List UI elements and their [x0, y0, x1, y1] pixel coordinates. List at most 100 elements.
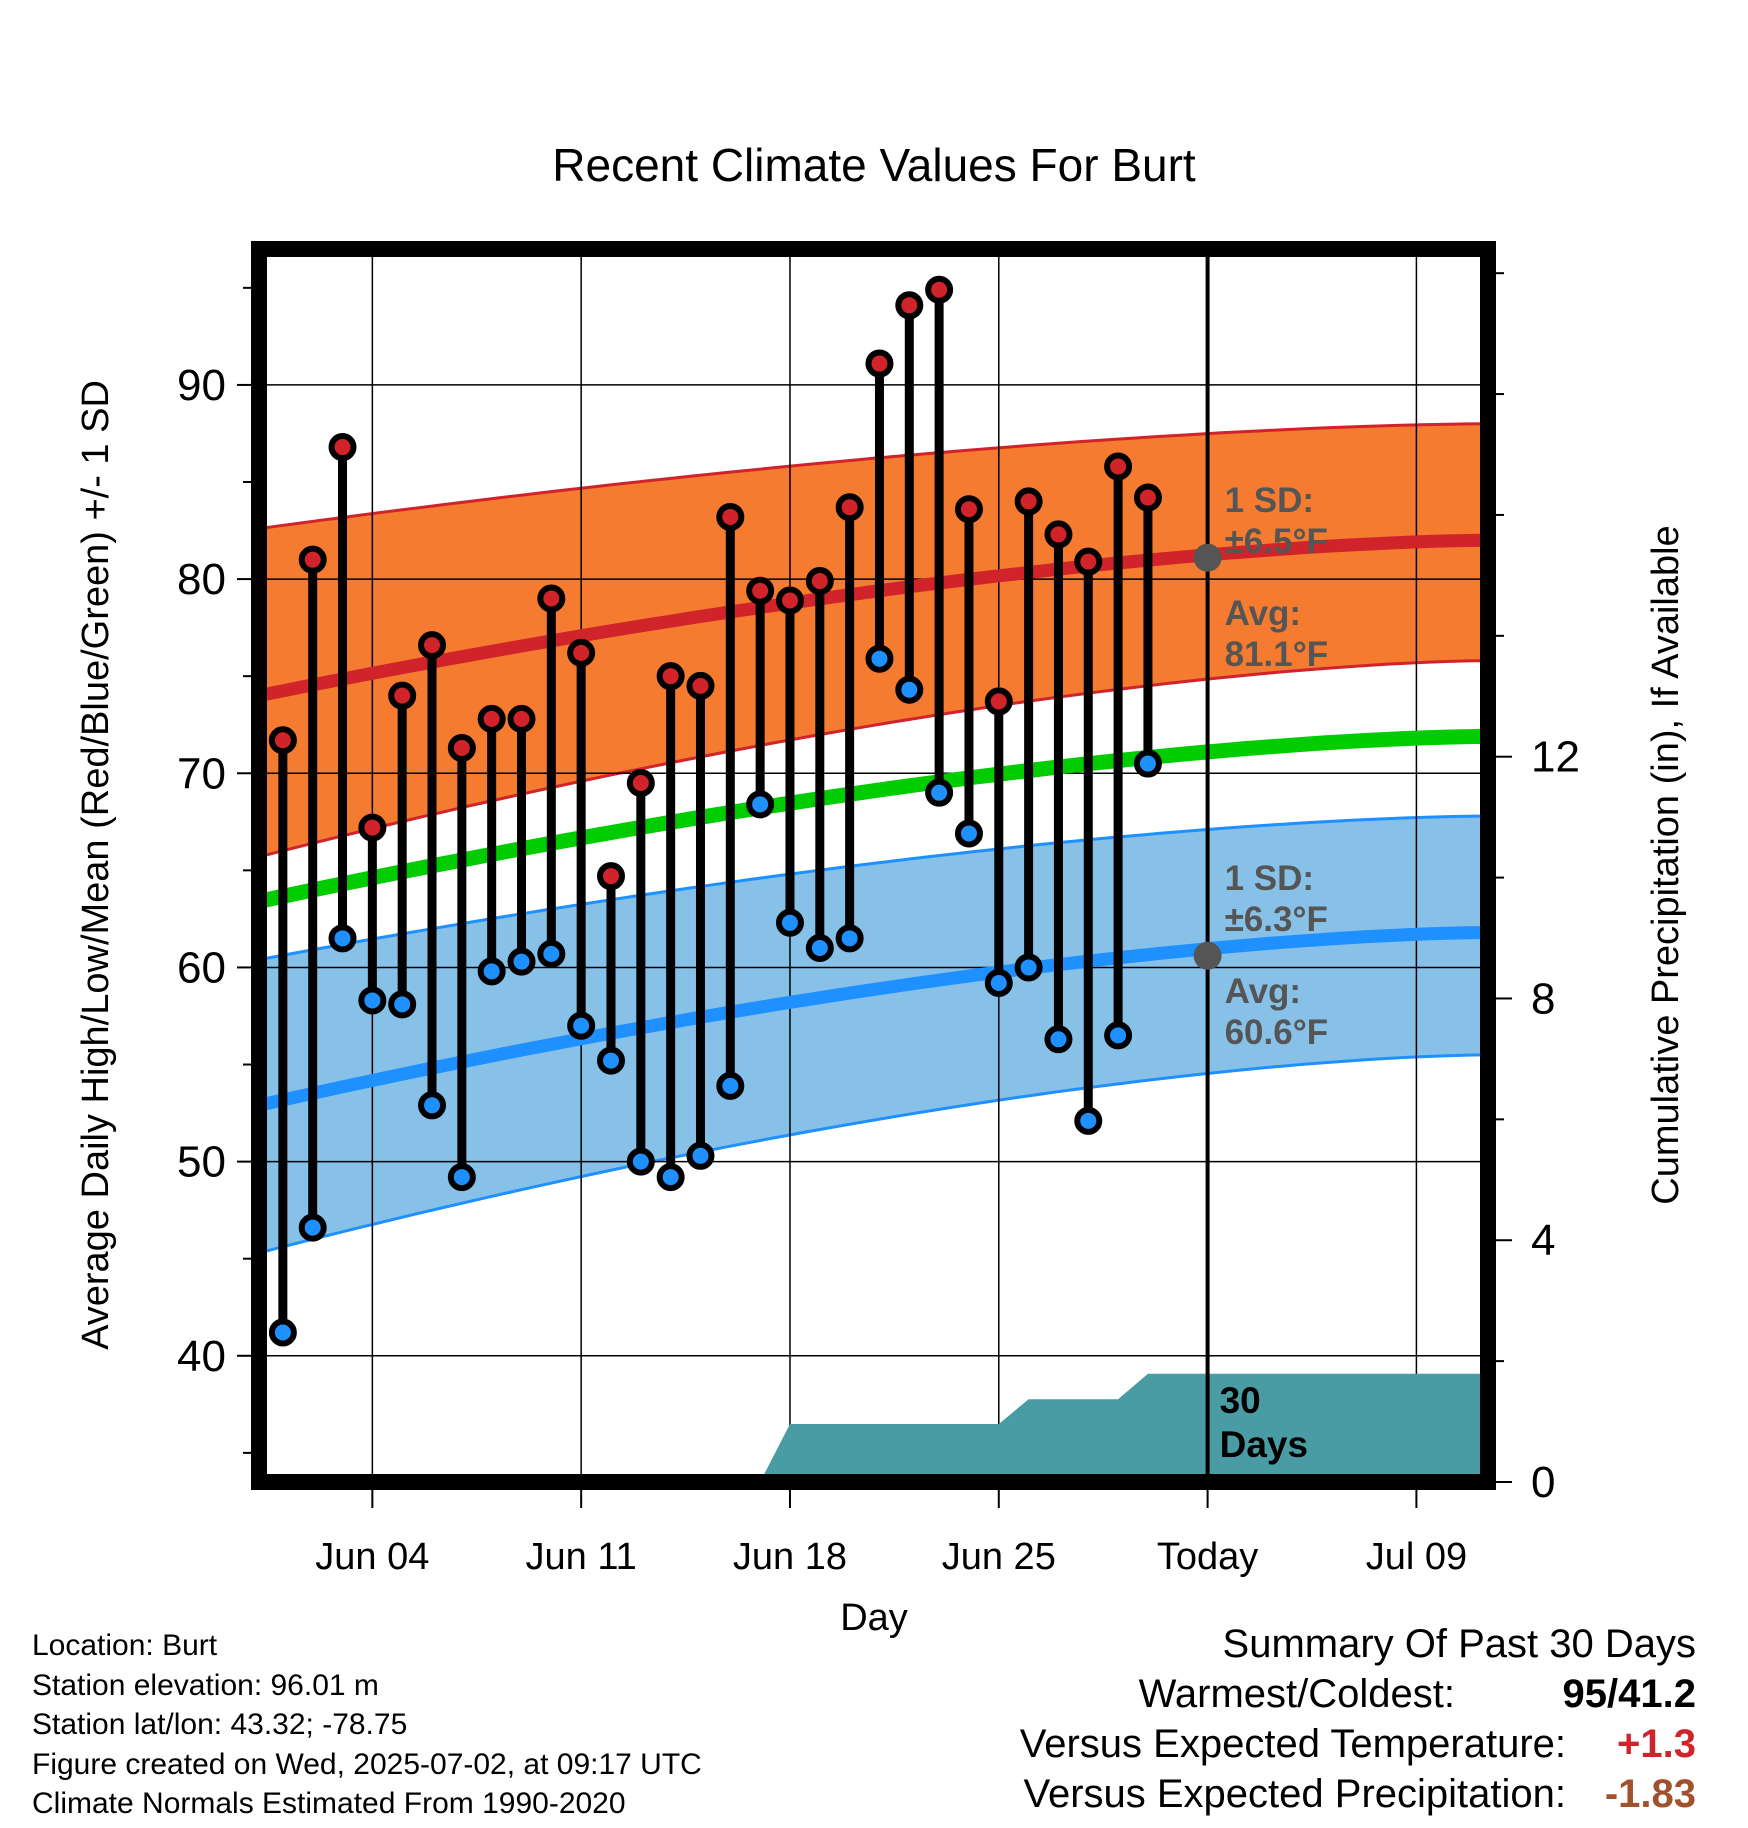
high-avg-today-marker [1193, 543, 1222, 572]
created-line: Figure created on Wed, 2025-07-02, at 09… [32, 1748, 702, 1781]
y-tick-label: 90 [177, 361, 226, 410]
daily-low-point [984, 968, 1013, 997]
x-tick-label: Jun 04 [315, 1536, 429, 1578]
daily-low-point [626, 1147, 655, 1176]
x-tick-label: Jun 11 [526, 1536, 637, 1578]
daily-low-point [358, 986, 387, 1015]
daily-high-point [358, 813, 387, 842]
daily-high-point [1044, 520, 1073, 549]
high-sd-band [259, 423, 1488, 857]
daily-low-point [447, 1163, 476, 1192]
temp-departure-label: Versus Expected Temperature: [1019, 1722, 1566, 1766]
precip-departure-label: Versus Expected Precipitation: [1023, 1772, 1566, 1816]
daily-high-point [298, 545, 327, 574]
daily-high-point [656, 662, 685, 691]
high-normal-line [259, 533, 1488, 702]
x-tick-label: Jul 09 [1366, 1536, 1467, 1578]
period-label-line-1: Days [1220, 1424, 1308, 1465]
high-sd-label-line-1: ±6.5°F [1225, 522, 1328, 561]
daily-high-point [418, 631, 447, 660]
daily-low-point [1074, 1106, 1103, 1135]
daily-low-point [507, 947, 536, 976]
high-avg-label-line-1: 81.1°F [1225, 635, 1329, 674]
daily-low-point [268, 1318, 297, 1347]
daily-high-point [805, 567, 834, 596]
daily-high-point [626, 768, 655, 797]
daily-high-point [746, 576, 775, 605]
daily-low-point [746, 790, 775, 819]
high-sd-upper-line [259, 422, 1488, 531]
daily-high-point [895, 291, 924, 320]
daily-low-point [418, 1091, 447, 1120]
elevation-line: Station elevation: 96.01 m [32, 1669, 379, 1702]
x-tick-label: Today [1157, 1536, 1258, 1578]
low-avg-label-line-1: 60.6°F [1225, 1013, 1329, 1052]
temp-departure-value: +1.3 [1617, 1722, 1696, 1766]
daily-low-point [716, 1071, 745, 1100]
daily-high-point [567, 638, 596, 667]
y-tick-label: 50 [177, 1138, 226, 1187]
y-axis-label: Average Daily High/Low/Mean (Red/Blue/Gr… [75, 380, 117, 1350]
daily-high-point [477, 704, 506, 733]
daily-low-point [537, 939, 566, 968]
x-tick-label: Jun 25 [942, 1536, 1056, 1578]
y2-axis-label: Cumulative Precipitation (in), If Availa… [1645, 525, 1687, 1204]
chart-title: Recent Climate Values For Burt [552, 139, 1196, 191]
daily-high-point [1104, 452, 1133, 481]
daily-high-point [835, 493, 864, 522]
daily-low-point [477, 957, 506, 986]
low-sd-band [259, 816, 1488, 1253]
daily-low-point [1044, 1025, 1073, 1054]
precip-departure-value: -1.83 [1604, 1772, 1696, 1816]
daily-high-point [865, 349, 894, 378]
daily-low-point [686, 1141, 715, 1170]
high-sd-label-line-0: 1 SD: [1225, 481, 1314, 520]
y-tick-label: 80 [177, 555, 226, 604]
daily-high-point [447, 734, 476, 763]
daily-high-point [984, 687, 1013, 716]
warm-cold-label: Warmest/Coldest: [1138, 1672, 1455, 1716]
daily-high-point [507, 704, 536, 733]
daily-low-point [1104, 1021, 1133, 1050]
y2-tick-label: 0 [1531, 1458, 1555, 1507]
y-tick-label: 70 [177, 749, 226, 798]
daily-high-point [954, 495, 983, 524]
daily-high-point [268, 726, 297, 755]
high-avg-label-line-0: Avg: [1225, 594, 1301, 633]
daily-low-point [865, 644, 894, 673]
daily-high-point [388, 681, 417, 710]
y2-tick-label: 12 [1531, 733, 1580, 782]
plot-frame [251, 241, 1496, 1490]
x-tick-label: Jun 18 [733, 1536, 847, 1578]
precip-area [267, 1373, 1488, 1482]
warm-cold-value: 95/41.2 [1562, 1672, 1696, 1716]
daily-low-point [1014, 953, 1043, 982]
daily-low-point [835, 924, 864, 953]
axes: 40 50 60 70 80 90 0 4 8 12 Jun 04 Jun 11 Jun 18 Jun 2… [177, 241, 1580, 1578]
low-sd-label-line-1: ±6.3°F [1225, 900, 1328, 939]
daily-high-point [596, 862, 625, 891]
daily-high-point [328, 433, 357, 462]
daily-high-point [925, 275, 954, 304]
low-sd-label-line-0: 1 SD: [1225, 859, 1314, 898]
low-sd-lower-line [259, 1053, 1488, 1255]
y2-tick-label: 4 [1531, 1216, 1555, 1265]
summary-title: Summary Of Past 30 Days [1222, 1622, 1696, 1666]
x-axis-label: Day [840, 1597, 908, 1639]
period-label-line-0: 30 [1220, 1380, 1261, 1421]
daily-low-point [388, 990, 417, 1019]
daily-low-point [895, 675, 924, 704]
daily-low-point [656, 1163, 685, 1192]
daily-high-point [775, 586, 804, 615]
daily-low-point [567, 1011, 596, 1040]
low-avg-label-line-0: Avg: [1225, 972, 1301, 1011]
normals-line: Climate Normals Estimated From 1990-2020 [32, 1787, 626, 1820]
y-tick-label: 60 [177, 943, 226, 992]
y2-tick-label: 8 [1531, 974, 1555, 1023]
daily-high-point [716, 502, 745, 531]
daily-high-point [686, 671, 715, 700]
daily-high-point [1074, 547, 1103, 576]
daily-high-point [1133, 483, 1162, 512]
daily-low-point [925, 778, 954, 807]
